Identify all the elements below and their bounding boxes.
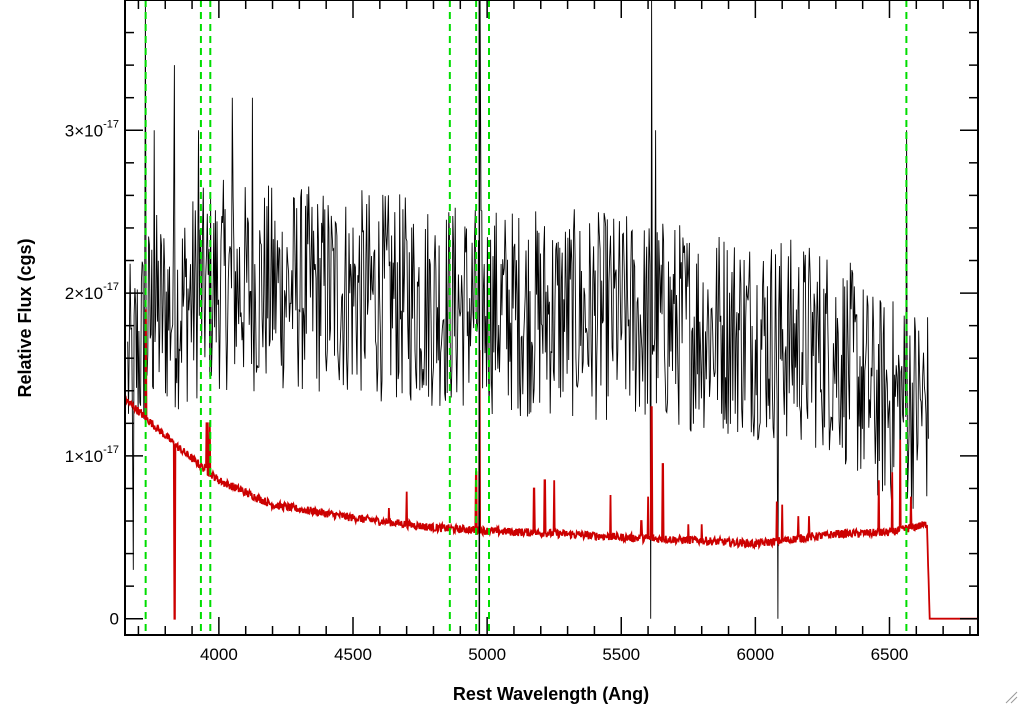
y-tick-label: 2×10-17 (65, 281, 119, 303)
y-axis-label: Relative Flux (cgs) (15, 238, 35, 397)
y-tick-label: 1×10-17 (65, 444, 119, 466)
x-axis-label: Rest Wavelength (Ang) (453, 684, 649, 704)
resize-grip-icon[interactable] (1004, 690, 1018, 704)
tick-marks (125, 0, 978, 635)
x-tick-label: 6500 (871, 645, 909, 664)
observed-spectrum-line (127, 0, 929, 619)
data-layer (125, 0, 978, 635)
y-tick-label: 0 (110, 610, 119, 629)
x-tick-label: 5500 (602, 645, 640, 664)
x-tick-label: 5000 (468, 645, 506, 664)
x-tick-label: 6000 (736, 645, 774, 664)
x-tick-label: 4000 (200, 645, 238, 664)
y-tick-label: 3×10-17 (65, 118, 119, 140)
tick-labels: 4000 4500 5000 5500 6000 6500 0 1×10-17 2×10-17 3… (65, 118, 909, 664)
x-tick-label: 4500 (334, 645, 372, 664)
plot-frame (124, 0, 979, 636)
model-spectrum-line (125, 309, 978, 620)
axes-frame (124, 0, 979, 636)
